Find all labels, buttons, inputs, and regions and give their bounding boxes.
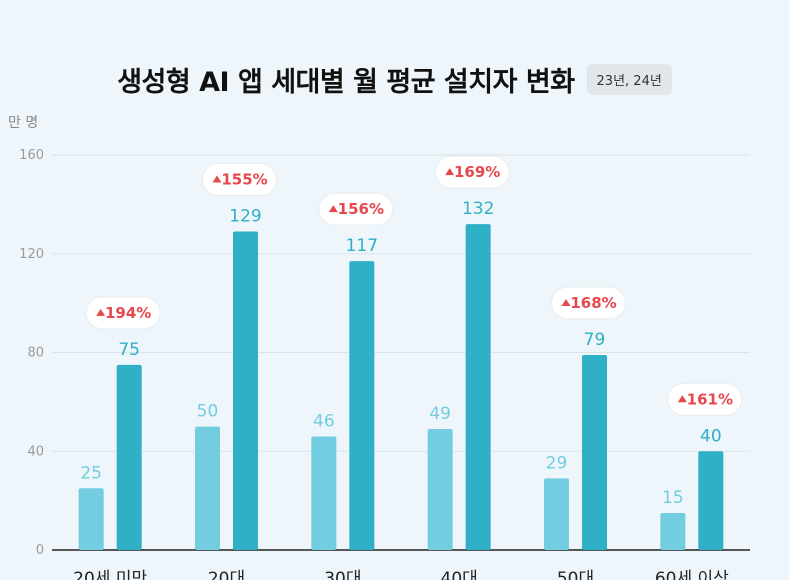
y-axis-unit-label: 만 명 — [8, 115, 39, 131]
x-tick-label: 20세 미만 — [73, 569, 147, 580]
data-label: 75 — [118, 340, 140, 360]
growth-pill — [667, 382, 743, 416]
growth-pill — [551, 286, 626, 320]
growth-label: 161% — [687, 390, 733, 408]
growth-pill — [85, 296, 161, 330]
bar — [544, 478, 569, 550]
data-label: 29 — [546, 453, 568, 473]
up-triangle-icon — [445, 168, 455, 176]
y-tick-label: 80 — [27, 346, 44, 361]
x-tick-label: 30대 — [324, 569, 361, 580]
bar — [233, 231, 258, 550]
x-tick-label: 40대 — [441, 569, 478, 580]
y-tick-label: 120 — [19, 247, 44, 262]
bar — [78, 488, 104, 550]
up-triangle-icon — [212, 175, 222, 183]
bar — [660, 512, 686, 550]
bar — [311, 436, 337, 550]
data-label: 46 — [313, 411, 335, 431]
y-tick-label: 40 — [27, 444, 44, 459]
bar — [465, 224, 491, 550]
y-tick-label: 160 — [19, 148, 44, 163]
x-tick-label: 50대 — [557, 569, 594, 580]
data-label: 15 — [662, 488, 684, 508]
growth-pill — [434, 155, 510, 189]
growth-label: 168% — [570, 294, 616, 312]
bar — [582, 354, 607, 550]
bar — [116, 364, 142, 550]
data-label: 129 — [229, 207, 261, 227]
x-tick-label: 60세 이상 — [655, 569, 729, 580]
growth-label: 155% — [221, 171, 267, 189]
data-label: 79 — [584, 330, 606, 350]
data-label: 25 — [80, 463, 102, 483]
growth-label: 169% — [454, 163, 500, 181]
up-triangle-icon — [561, 298, 571, 306]
data-label: 49 — [429, 404, 451, 424]
chart-title: 생성형 AI 앱 세대별 월 평균 설치자 변화 — [117, 67, 575, 98]
data-label: 40 — [700, 426, 722, 446]
bar — [195, 426, 220, 550]
up-triangle-icon — [96, 308, 106, 316]
growth-pill — [318, 192, 394, 226]
period-badge: 23년, 24년 — [586, 64, 672, 95]
x-tick-label: 20대 — [208, 569, 245, 580]
up-triangle-icon — [328, 205, 338, 213]
y-tick-label: 0 — [36, 543, 44, 558]
up-triangle-icon — [677, 395, 687, 403]
growth-pill — [202, 163, 277, 197]
bar — [427, 429, 453, 550]
data-label: 132 — [462, 199, 494, 219]
bar — [698, 451, 724, 550]
growth-label: 156% — [338, 200, 384, 218]
data-label: 50 — [197, 402, 219, 422]
data-label: 117 — [346, 236, 378, 256]
bar — [349, 261, 375, 550]
growth-label: 194% — [105, 304, 151, 322]
